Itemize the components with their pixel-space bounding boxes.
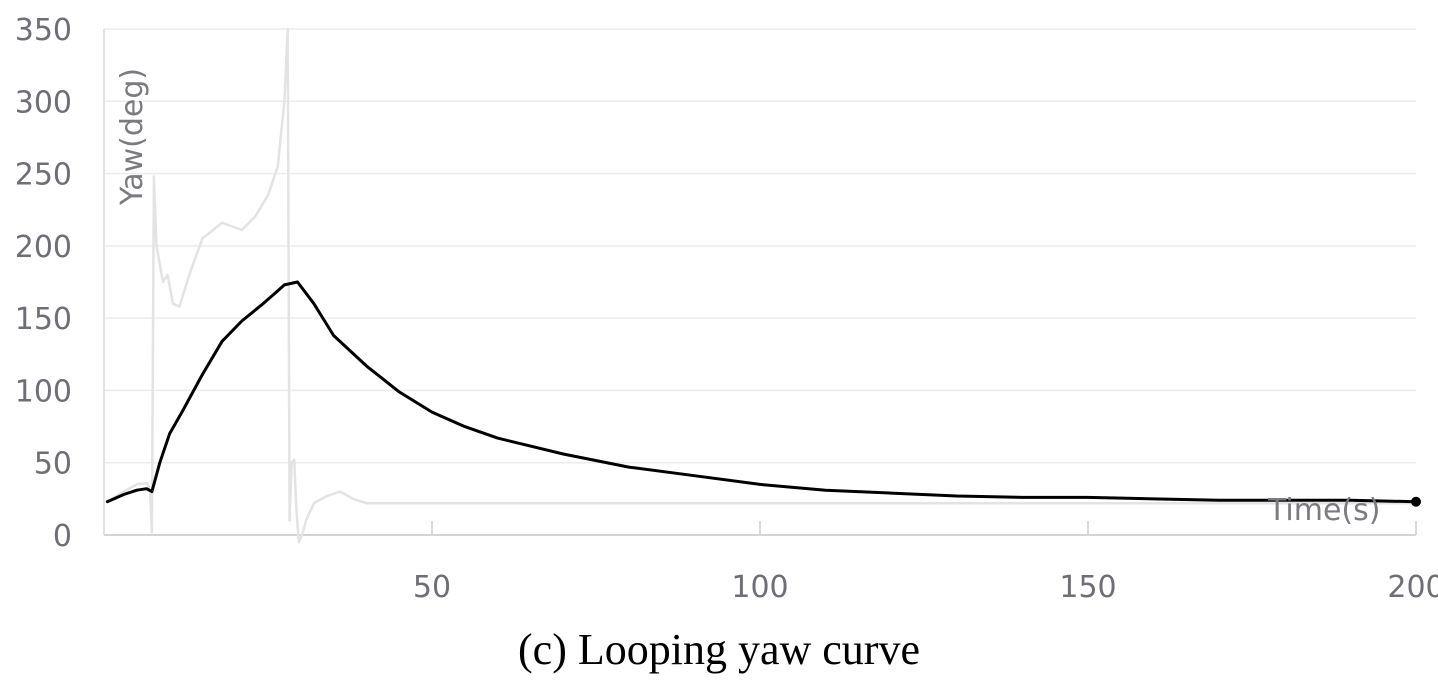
x-tick-label: 50 (413, 570, 451, 605)
x-axis-label: Time(s) (1267, 493, 1380, 528)
raw-yaw-series-line (106, 27, 1418, 544)
y-tick-label: 250 (15, 158, 72, 193)
x-tick-label: 200 (1387, 570, 1438, 605)
axes (103, 29, 1417, 536)
series-end-marker (1411, 496, 1421, 507)
x-tick-label: 100 (731, 570, 788, 605)
y-tick-label: 150 (15, 302, 72, 337)
x-tick-labels: 50 100 150 200 (413, 570, 1438, 605)
y-tick-label: 0 (53, 519, 72, 554)
y-tick-label: 350 (15, 13, 72, 48)
y-tick-label: 50 (34, 447, 72, 482)
figure-caption: (c) Looping yaw curve (518, 625, 920, 674)
y-tick-labels: 0 50 100 150 200 250 300 350 (15, 13, 72, 554)
y-tick-label: 200 (15, 230, 72, 265)
x-tick-label: 150 (1059, 570, 1116, 605)
yaw-chart: 0 50 100 150 200 250 300 350 50 100 150 200 Yaw(de… (15, 13, 1438, 605)
y-tick-label: 300 (15, 85, 72, 120)
yaw-series-line (105, 280, 1418, 504)
y-tick-label: 100 (15, 374, 72, 409)
y-axis-label: Yaw(deg) (115, 68, 150, 206)
grid-lines (104, 28, 1416, 464)
series-layer (105, 27, 1421, 544)
